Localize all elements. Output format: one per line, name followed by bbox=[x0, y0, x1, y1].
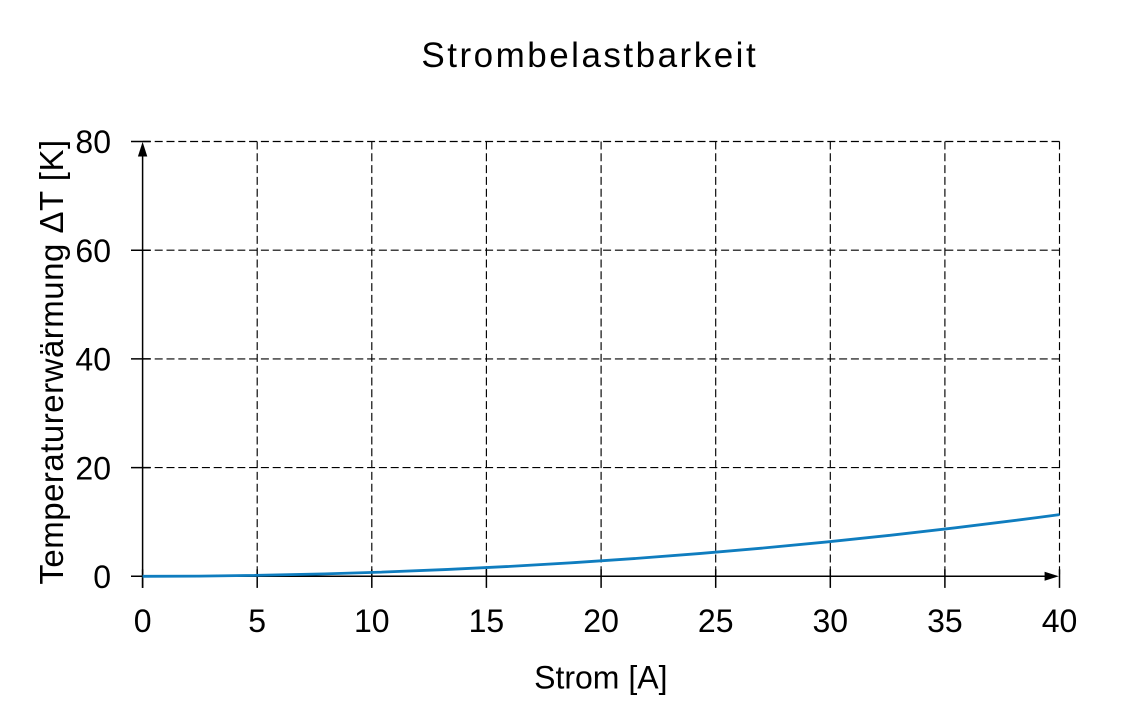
svg-text:20: 20 bbox=[75, 450, 111, 486]
svg-text:80: 80 bbox=[75, 124, 111, 160]
svg-text:5: 5 bbox=[248, 603, 266, 639]
svg-text:20: 20 bbox=[583, 603, 619, 639]
svg-text:0: 0 bbox=[93, 559, 111, 595]
svg-text:Strombelastbarkeit: Strombelastbarkeit bbox=[421, 36, 758, 75]
svg-text:25: 25 bbox=[698, 603, 734, 639]
svg-text:15: 15 bbox=[469, 603, 505, 639]
svg-text:10: 10 bbox=[354, 603, 390, 639]
svg-text:35: 35 bbox=[927, 603, 963, 639]
svg-text:Strom [A]: Strom [A] bbox=[534, 659, 667, 695]
svg-text:0: 0 bbox=[134, 603, 152, 639]
svg-text:Temperaturerwärmung ΔT [K]: Temperaturerwärmung ΔT [K] bbox=[33, 139, 70, 584]
svg-text:60: 60 bbox=[75, 233, 111, 269]
svg-text:40: 40 bbox=[75, 342, 111, 378]
svg-text:40: 40 bbox=[1042, 603, 1078, 639]
svg-text:30: 30 bbox=[813, 603, 849, 639]
